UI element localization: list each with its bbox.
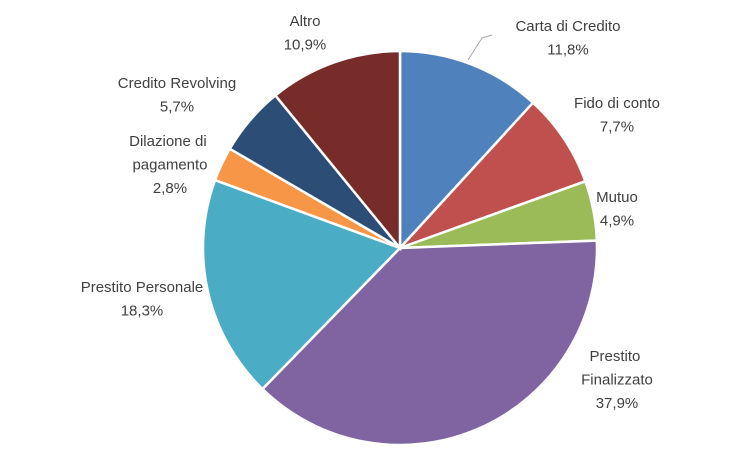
pie-slice xyxy=(201,178,403,391)
value-label: 11,8% xyxy=(547,41,588,58)
value-label: 18,3% xyxy=(121,302,164,319)
value-label: 7,7% xyxy=(600,118,634,135)
leader-line xyxy=(467,34,493,61)
pie-slice xyxy=(399,100,587,250)
label-line: pagamento xyxy=(132,156,207,173)
pie-slice xyxy=(398,49,535,252)
category-label: Fido di conto xyxy=(574,95,660,112)
value-label: 5,7% xyxy=(160,98,194,115)
category-label: Credito Revolving xyxy=(118,75,236,92)
label-line: Dilazione di xyxy=(129,133,211,150)
category-label: Mutuo xyxy=(596,189,638,206)
pie-slice xyxy=(273,49,402,252)
value-label: 10,9% xyxy=(284,36,327,53)
pie-slice xyxy=(260,239,599,447)
category-label: Prestito Finalizzato xyxy=(581,348,653,389)
value-label: 4,9% xyxy=(600,212,634,229)
value-label: 2,8% xyxy=(153,180,187,197)
label-line: Prestito xyxy=(589,348,644,365)
value-label: 37,9% xyxy=(596,395,639,412)
category-label: Altro xyxy=(290,13,321,30)
category-label: Dilazione di pagamento xyxy=(129,133,211,174)
category-label: Carta di Credito xyxy=(515,18,620,35)
category-label: Prestito Personale xyxy=(81,279,204,296)
label-line: Finalizzato xyxy=(581,371,653,388)
